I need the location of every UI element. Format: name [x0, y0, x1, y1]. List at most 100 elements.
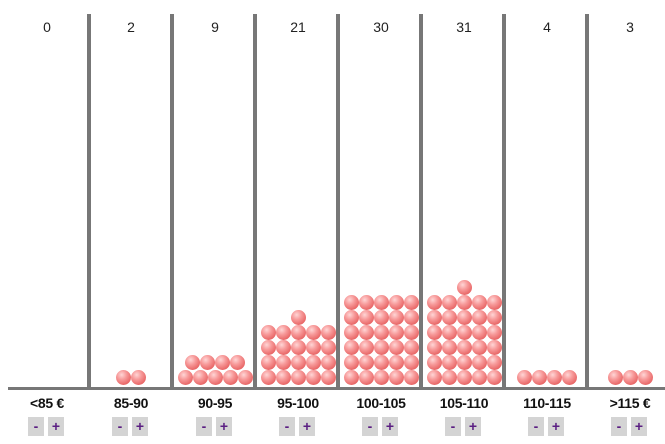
- count-ball: [305, 340, 321, 355]
- count-ball: [373, 340, 389, 355]
- count-ball: [290, 370, 306, 385]
- decrement-button[interactable]: -: [196, 417, 212, 436]
- increment-button[interactable]: +: [299, 417, 315, 436]
- bin-divider: [585, 14, 589, 390]
- count-ball: [230, 355, 245, 370]
- decrement-button[interactable]: -: [279, 417, 295, 436]
- count-ball: [441, 340, 457, 355]
- count-ball: [486, 370, 502, 385]
- count-ball: [403, 355, 419, 370]
- count-ball: [441, 310, 457, 325]
- count-ball: [622, 370, 638, 385]
- count-ball: [358, 370, 374, 385]
- increment-button[interactable]: +: [132, 417, 148, 436]
- increment-button[interactable]: +: [631, 417, 647, 436]
- count-ball: [343, 325, 359, 340]
- count-ball: [222, 370, 238, 385]
- count-ball: [275, 340, 291, 355]
- count-ball: [471, 370, 487, 385]
- count-ball: [290, 325, 306, 340]
- count-ball: [388, 355, 404, 370]
- count-ball: [426, 295, 442, 310]
- count-ball: [456, 355, 472, 370]
- increment-button[interactable]: +: [548, 417, 564, 436]
- bin-label: 95-100: [277, 395, 319, 411]
- count-ball: [305, 355, 321, 370]
- bin-count: 30: [373, 19, 389, 35]
- bin-label: 85-90: [113, 395, 149, 411]
- bin-label: 100-105: [356, 395, 406, 411]
- bin-label: 90-95: [197, 395, 233, 411]
- count-ball: [358, 310, 374, 325]
- count-ball: [275, 355, 291, 370]
- count-ball: [441, 355, 457, 370]
- increment-button[interactable]: +: [48, 417, 64, 436]
- count-ball: [471, 310, 487, 325]
- count-ball: [532, 370, 547, 385]
- count-ball: [471, 340, 487, 355]
- count-ball: [358, 355, 374, 370]
- bin-count: 31: [456, 19, 472, 35]
- count-ball: [343, 340, 359, 355]
- count-ball: [388, 370, 404, 385]
- count-ball: [358, 295, 374, 310]
- bin-divider: [170, 14, 174, 390]
- count-ball: [290, 340, 306, 355]
- count-ball: [305, 370, 321, 385]
- bin-divider: [253, 14, 257, 390]
- bin-divider: [502, 14, 506, 390]
- count-ball: [456, 370, 472, 385]
- count-ball: [373, 370, 389, 385]
- count-ball: [358, 340, 374, 355]
- count-ball: [471, 295, 487, 310]
- count-ball: [388, 340, 404, 355]
- count-ball: [486, 295, 502, 310]
- count-ball: [116, 370, 131, 385]
- count-ball: [343, 355, 359, 370]
- bin-count: 21: [290, 19, 306, 35]
- bin-label: <85 €: [30, 395, 64, 411]
- decrement-button[interactable]: -: [445, 417, 461, 436]
- bin-divider: [87, 14, 91, 390]
- increment-button[interactable]: +: [382, 417, 398, 436]
- count-ball: [320, 370, 336, 385]
- count-ball: [305, 325, 321, 340]
- decrement-button[interactable]: -: [28, 417, 44, 436]
- decrement-button[interactable]: -: [611, 417, 627, 436]
- decrement-button[interactable]: -: [362, 417, 378, 436]
- count-ball: [471, 355, 487, 370]
- count-ball: [373, 295, 389, 310]
- decrement-button[interactable]: -: [528, 417, 544, 436]
- count-ball: [177, 370, 193, 385]
- count-ball: [456, 280, 472, 295]
- bin-count: 0: [43, 19, 51, 35]
- count-ball: [486, 325, 502, 340]
- count-ball: [373, 355, 389, 370]
- count-ball: [517, 370, 532, 385]
- count-ball: [456, 325, 472, 340]
- count-ball: [373, 325, 389, 340]
- bin-count: 3: [626, 19, 634, 35]
- bin-count: 9: [211, 19, 219, 35]
- decrement-button[interactable]: -: [112, 417, 128, 436]
- count-ball: [192, 370, 208, 385]
- count-ball: [637, 370, 653, 385]
- bin-count: 2: [127, 19, 135, 35]
- count-ball: [207, 370, 223, 385]
- increment-button[interactable]: +: [216, 417, 232, 436]
- count-ball: [403, 340, 419, 355]
- count-ball: [215, 355, 230, 370]
- count-ball: [373, 310, 389, 325]
- count-ball: [320, 340, 336, 355]
- count-ball: [237, 370, 253, 385]
- bin-label: 110-115: [523, 395, 571, 411]
- count-ball: [290, 355, 306, 370]
- increment-button[interactable]: +: [465, 417, 481, 436]
- bin-label: 105-110: [439, 395, 489, 411]
- count-ball: [200, 355, 215, 370]
- bin-count: 4: [543, 19, 551, 35]
- count-ball: [456, 310, 472, 325]
- count-ball: [607, 370, 623, 385]
- count-ball: [343, 370, 359, 385]
